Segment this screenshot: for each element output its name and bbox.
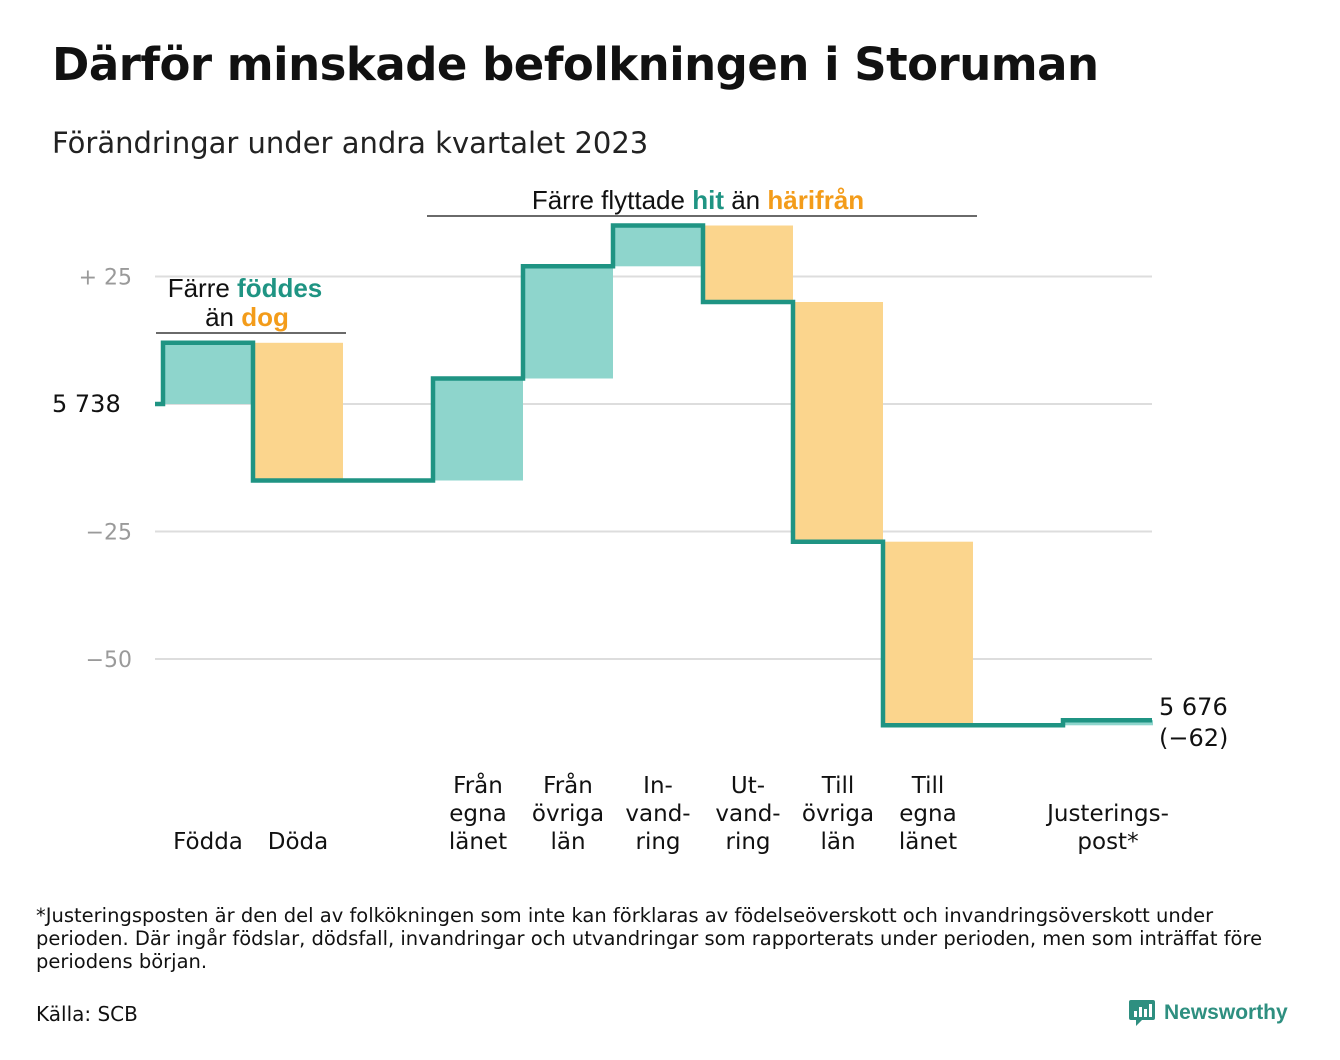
bar-0: [163, 342, 253, 404]
y-tick-label-0: + 25: [79, 266, 132, 291]
x-label-8-1: egna: [899, 801, 956, 827]
x-label-3-0: Från: [453, 771, 503, 799]
moves-annotation: Färre flyttade hit än härifrån: [532, 185, 864, 215]
waterfall-chart: + 25−25−50 Födda DödaFrånegnalänetFrånövr…: [52, 185, 1228, 855]
x-label-3-2: länet: [449, 829, 507, 855]
moves-annotation-hit: hit: [692, 185, 724, 215]
y-tick-label-3: −50: [86, 648, 132, 673]
births-annotation-line1: Färre föddes: [168, 273, 323, 303]
x-label-7-1: övriga: [802, 801, 874, 827]
brand-logo[interactable]: Newsworthy: [1128, 998, 1288, 1028]
y-tick-label-2: −25: [86, 521, 132, 546]
x-label-6-0: Ut-: [731, 773, 765, 799]
source-label: Källa: SCB: [36, 1002, 138, 1026]
footnote: *Justeringsposten är den del av folkökni…: [36, 904, 1263, 973]
chart-title: Därför minskade befolkningen i Storuman: [52, 38, 1099, 91]
x-label-10-1: Justerings-: [1045, 801, 1169, 827]
births-annotation-highlight2: dog: [241, 302, 289, 332]
x-label-7-0: Till: [821, 773, 855, 799]
end-value-label: 5 676: [1159, 693, 1228, 721]
bar-8: [883, 541, 973, 726]
x-label-6-1: vand-: [715, 801, 780, 827]
x-label-7-2: län: [820, 829, 855, 855]
x-axis-labels: Födda DödaFrånegnalänetFrånövrigalänIn-va…: [173, 771, 1169, 855]
moves-annotation-text2: än: [724, 185, 767, 215]
x-label-5-1: vand-: [625, 801, 690, 827]
moves-annotation-text: Färre flyttade: [532, 185, 692, 215]
gridlines: [155, 275, 1152, 660]
x-label-4-1: övriga: [532, 801, 604, 827]
x-label-10-2: post*: [1077, 829, 1138, 855]
bar-10: [1063, 720, 1153, 726]
x-label-5-0: In-: [643, 773, 673, 799]
x-label-0-2: Födda: [173, 829, 243, 855]
end-change-label: (−62): [1159, 724, 1228, 752]
moves-annotation-harifran: härifrån: [767, 185, 864, 215]
annotations: Färre föddes än dog Färre flyttade hit ä…: [156, 185, 977, 334]
x-label-6-2: ring: [725, 829, 770, 855]
start-value-label: 5 738: [52, 390, 121, 418]
bar-6: [703, 225, 793, 302]
x-label-3-1: egna: [449, 801, 506, 827]
bars: [163, 225, 1153, 726]
births-annotation-highlight: föddes: [237, 273, 322, 303]
x-label-1-2: Döda: [268, 829, 328, 855]
bar-4: [523, 266, 613, 379]
x-label-4-2: län: [550, 829, 585, 855]
bar-7: [793, 302, 883, 542]
chart-subtitle: Förändringar under andra kvartalet 2023: [52, 126, 649, 160]
births-annotation-text2: än: [205, 302, 241, 332]
bar-1: [253, 342, 343, 481]
bar-3: [433, 378, 523, 481]
brand-name: Newsworthy: [1164, 1001, 1288, 1024]
births-annotation-text: Färre: [168, 273, 237, 303]
chart-bubble-icon: [1129, 1000, 1155, 1026]
x-label-5-2: ring: [635, 829, 680, 855]
births-annotation-line2: än dog: [205, 302, 289, 332]
x-label-8-2: länet: [899, 829, 957, 855]
cumulative-step-line: [155, 223, 1152, 728]
x-label-4-0: Från: [543, 771, 593, 799]
bar-5: [613, 225, 703, 267]
y-axis-labels: + 25 −25 −50: [79, 266, 132, 674]
x-label-8-0: Till: [911, 773, 945, 799]
